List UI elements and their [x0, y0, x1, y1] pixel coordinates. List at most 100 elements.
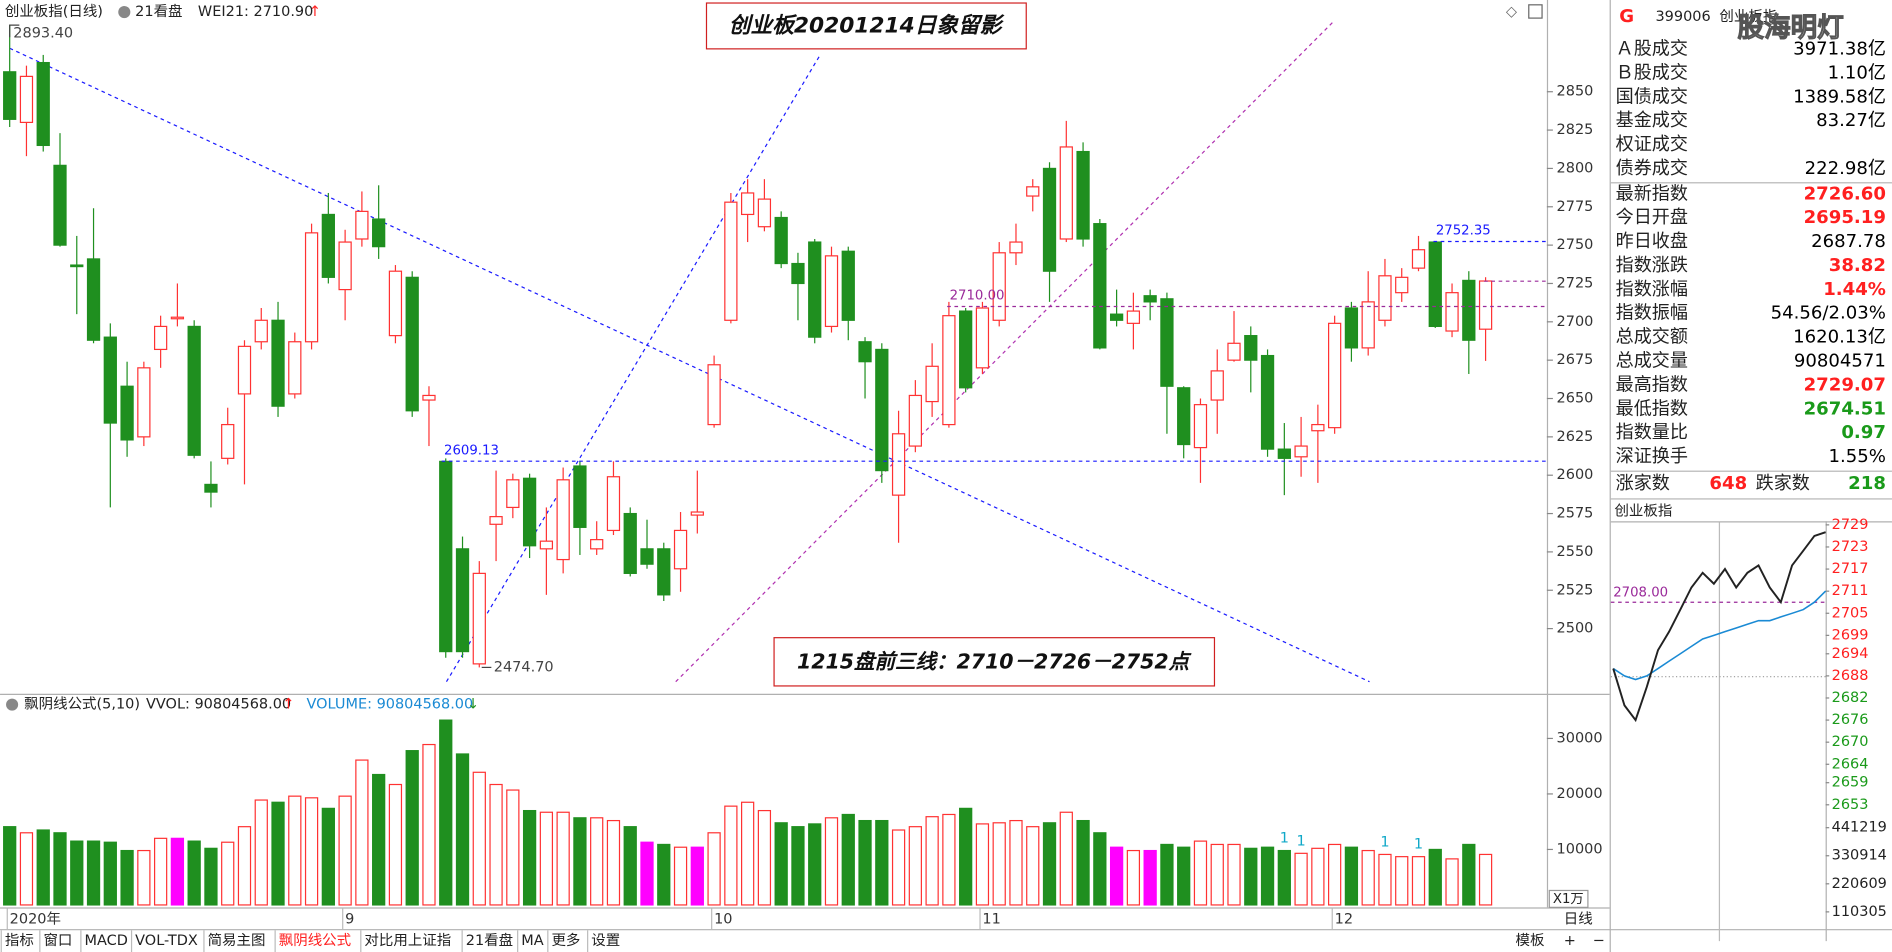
y-tick-label: 2705: [1832, 605, 1869, 621]
y-tick-label: 2750: [1557, 237, 1594, 253]
toolbar-tab[interactable]: 设置: [591, 932, 620, 949]
y-tick-label: 2699: [1832, 627, 1869, 643]
volume-bar: [439, 719, 453, 906]
quote-code: 399006: [1655, 9, 1710, 25]
toolbar-tab[interactable]: VOL-TDX: [135, 933, 198, 949]
toolbar-tab[interactable]: MA: [521, 933, 543, 949]
candle-body: [875, 348, 889, 472]
volume-bar: [791, 826, 805, 906]
volume-bar: [623, 826, 637, 906]
volume-bar: [321, 807, 335, 906]
volume-bar: [53, 832, 67, 906]
volume-bar: [556, 811, 570, 906]
toolbar-button[interactable]: +: [1564, 933, 1576, 949]
toolbar-tab[interactable]: 21看盘: [466, 931, 513, 949]
vvol-value: VVOL: 90804568.00: [146, 697, 291, 713]
breadth-label: 跌家数: [1756, 473, 1810, 494]
volume-bar: [338, 795, 352, 906]
volume-bar: [1059, 811, 1073, 906]
toolbar-button[interactable]: −: [1593, 933, 1605, 949]
y-tick-label: 20000: [1557, 786, 1603, 802]
toolbar-tab[interactable]: 简易主图: [208, 932, 266, 949]
tool-name[interactable]: 21看盘: [135, 2, 182, 20]
candle-body: [321, 213, 335, 278]
toolbar-tab[interactable]: 飘阴线公式: [279, 932, 351, 949]
settings-icon[interactable]: [6, 698, 19, 711]
candle-body: [153, 325, 168, 351]
row-label: 国债成交: [1616, 86, 1688, 107]
window-icon[interactable]: [1528, 4, 1543, 19]
candle-body: [137, 367, 151, 438]
volume-bar: [606, 819, 621, 906]
candle-body: [808, 241, 822, 338]
level-label: 2710.00: [950, 289, 1005, 304]
y-tick-label: 2676: [1832, 712, 1869, 728]
volume-bar: [1478, 853, 1493, 906]
volume-bar: [1244, 847, 1258, 906]
volume-bar: [237, 826, 252, 906]
y-tick-label: 2850: [1557, 84, 1594, 100]
candle-body: [288, 341, 302, 395]
toolbar-tab[interactable]: 更多: [551, 932, 580, 949]
toolbar-tab[interactable]: 对比用上证指: [364, 932, 451, 949]
settings-icon[interactable]: [118, 6, 131, 19]
candle-body: [539, 540, 554, 550]
watermark: 股海明灯: [1738, 12, 1844, 43]
candle-body: [975, 307, 990, 369]
candle-body: [1361, 301, 1375, 349]
x-tick-label: 12: [1335, 911, 1353, 927]
candle-body: [304, 232, 319, 343]
toolbar-tab[interactable]: MACD: [84, 933, 127, 949]
extreme-label: 2474.70: [494, 659, 554, 675]
candle-body: [724, 201, 738, 321]
stat-label: 深证换手: [1616, 446, 1688, 467]
candle-body: [1210, 370, 1224, 401]
level-label: 2752.35: [1436, 224, 1491, 239]
period-label[interactable]: 日线: [1564, 910, 1593, 927]
y-tick-label: 2723: [1832, 539, 1869, 555]
candle-body: [1026, 186, 1040, 197]
candle-body: [690, 511, 704, 516]
stat-label: 指数量比: [1616, 422, 1688, 443]
volume-bar: [1462, 843, 1476, 906]
row-label: 权证成交: [1616, 134, 1688, 155]
candle-body: [338, 241, 352, 291]
y-tick-label: 220609: [1832, 876, 1887, 892]
volume-bar: [757, 809, 772, 906]
y-tick-label: 2525: [1557, 582, 1594, 598]
stat-value: 2674.51: [1804, 398, 1886, 419]
candle-body: [103, 336, 117, 424]
stat-value: 2687.78: [1811, 231, 1886, 252]
volume-bar: [1093, 832, 1107, 906]
volume-bar: [388, 783, 403, 906]
volume-bar: [707, 832, 721, 906]
quote-name: 创业板指: [1719, 7, 1777, 25]
toolbar-tab[interactable]: 指标: [5, 932, 34, 949]
candle-body: [439, 460, 453, 653]
volume-bar: [1177, 846, 1191, 906]
candle-body: [791, 262, 805, 285]
candle-body: [472, 572, 486, 665]
volume-bar: [724, 805, 738, 906]
volume-bar: [36, 829, 50, 906]
y-tick-label: 2729: [1832, 517, 1869, 533]
volume-bar: [942, 813, 956, 906]
toolbar-button[interactable]: 模板: [1516, 931, 1545, 949]
candle-body: [606, 476, 621, 532]
row-value: 1389.58亿: [1793, 86, 1886, 107]
candle-body: [1160, 298, 1174, 387]
volume-bar: [1042, 822, 1057, 906]
volume-bar: [1026, 826, 1040, 906]
volume-bar: [372, 773, 386, 906]
x-tick-label: 10: [714, 911, 732, 927]
volume-bar: [153, 837, 168, 906]
diamond-icon[interactable]: ◇: [1506, 4, 1518, 20]
volume-bar: [288, 795, 302, 906]
toolbar-tab[interactable]: 窗口: [43, 931, 72, 949]
volume-bar: [1445, 858, 1459, 906]
candle-body: [522, 477, 537, 547]
average-line: [1612, 590, 1827, 681]
stat-value: 2695.19: [1804, 207, 1886, 228]
stat-value: 2726.60: [1804, 183, 1886, 204]
